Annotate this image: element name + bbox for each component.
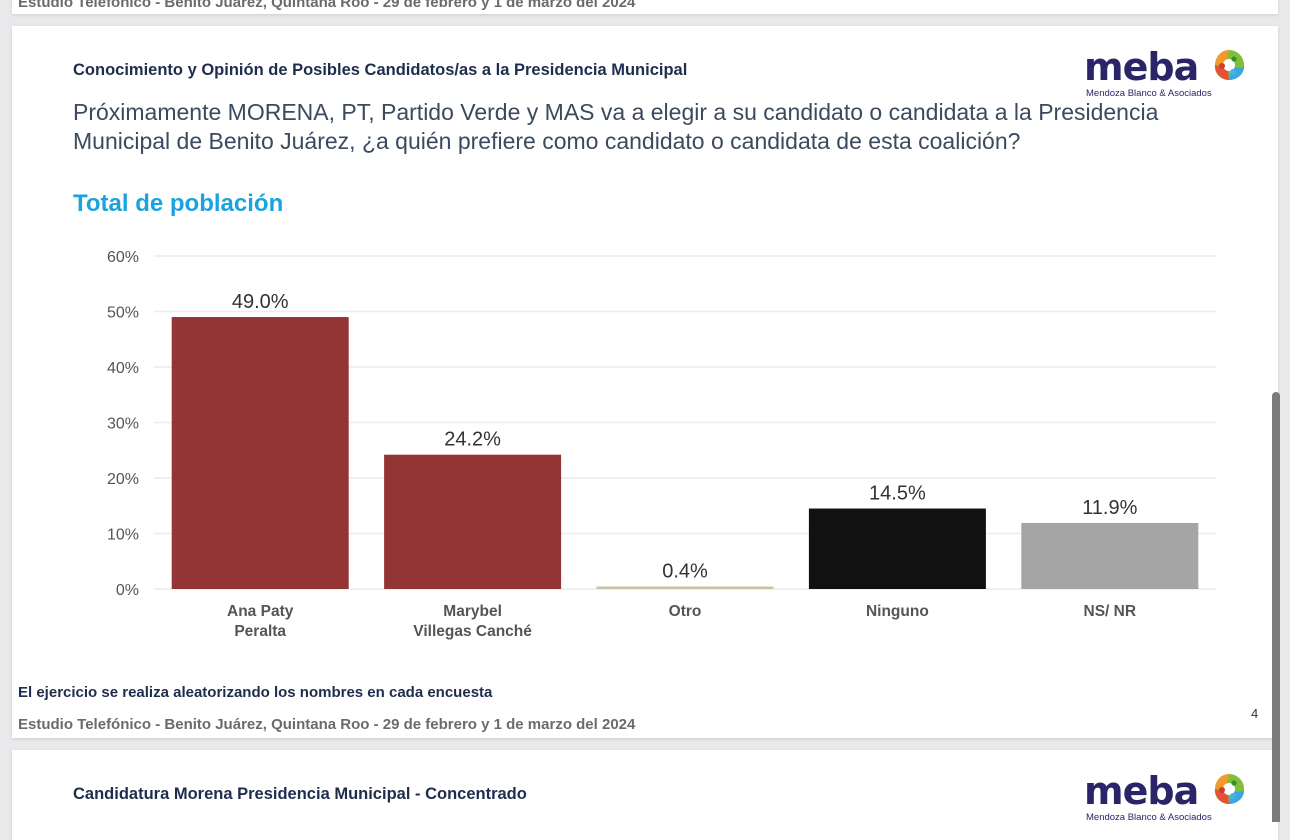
y-tick-label: 20% <box>107 471 139 488</box>
category-label: NS/ NR <box>1084 603 1137 620</box>
data-label: 24.2% <box>444 429 501 451</box>
next-slide-section-title: Candidatura Morena Presidencia Municipal… <box>73 785 527 803</box>
y-tick-label: 10% <box>107 527 139 544</box>
logo-emblem-icon <box>1214 50 1245 80</box>
y-tick-label: 0% <box>116 582 139 599</box>
logo-wordmark: meba <box>1084 769 1199 813</box>
bar-chart: 0% 10% 20% 30% 40% 50% 60% 49.0% Ana Paty Peralta… <box>107 249 1216 640</box>
survey-question: Próximamente MORENA, PT, Partido Verde y… <box>73 99 1159 154</box>
bar <box>808 508 986 589</box>
logo-subtitle: Mendoza Blanco & Asociados <box>1086 812 1212 823</box>
logo-subtitle: Mendoza Blanco & Asociados <box>1086 88 1212 99</box>
bar <box>384 454 562 589</box>
page-number: 4 <box>1251 706 1259 721</box>
data-label: 11.9% <box>1082 497 1137 519</box>
bar <box>1021 522 1199 589</box>
y-tick-label: 60% <box>107 249 139 266</box>
section-title: Conocimiento y Opinión de Posibles Candi… <box>73 61 688 79</box>
next-slide-meba-logo: meba Mendoza Blanco & Asociados <box>1080 772 1250 826</box>
category-label: Otro <box>669 603 702 620</box>
y-tick-label: 50% <box>107 305 139 322</box>
category-label: Peralta <box>234 623 286 640</box>
category-label: Marybel <box>443 603 502 620</box>
previous-slide: Estudio Telefónico - Benito Juárez, Quin… <box>12 0 1278 14</box>
logo-wordmark: meba <box>1084 45 1199 89</box>
slide: Conocimiento y Opinión de Posibles Candi… <box>12 26 1278 738</box>
category-label: Ninguno <box>866 603 929 620</box>
category-label: Ana Paty <box>227 603 294 620</box>
bar <box>596 586 774 589</box>
previous-slide-footer: Estudio Telefónico - Benito Juárez, Quin… <box>18 0 636 11</box>
logo-emblem-icon <box>1214 774 1245 804</box>
next-slide: Candidatura Morena Presidencia Municipal… <box>12 750 1278 840</box>
bar <box>171 317 349 589</box>
category-label: Villegas Canché <box>413 623 532 640</box>
slide-footer: Estudio Telefónico - Benito Juárez, Quin… <box>18 716 636 733</box>
data-label: 49.0% <box>232 291 289 313</box>
chart-subtitle: Total de población <box>73 190 284 217</box>
y-tick-label: 30% <box>107 416 139 433</box>
data-label: 14.5% <box>869 483 926 505</box>
y-tick-label: 40% <box>107 360 139 377</box>
meba-logo: meba Mendoza Blanco & Asociados <box>1080 48 1250 102</box>
data-label: 0.4% <box>662 561 708 583</box>
methodology-note: El ejercicio se realiza aleatorizando lo… <box>18 684 493 701</box>
scrollbar-thumb[interactable] <box>1272 392 1280 822</box>
